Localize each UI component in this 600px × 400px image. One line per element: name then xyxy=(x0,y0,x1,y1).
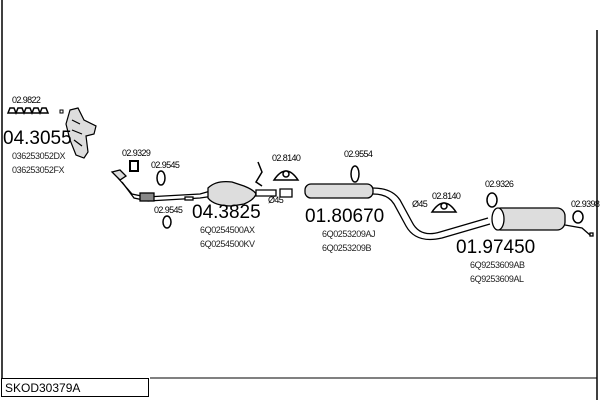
ref-rear-muffler-2: 6Q9253609AL xyxy=(470,274,524,284)
part-number-rubber-mount-5: 02.9398 xyxy=(571,199,600,209)
ref-catalyst-2: 6Q0254500KV xyxy=(200,239,255,249)
manifold-drawing xyxy=(65,107,97,159)
part-number-manifold: 04.3055 xyxy=(3,128,72,149)
ref-catalyst-1: 6Q0254500AX xyxy=(200,225,255,235)
part-number-rubber-mount-3: 02.9554 xyxy=(344,149,373,159)
rubber-mount-3-drawing xyxy=(350,165,360,183)
rubber-mount-4-drawing xyxy=(486,192,498,208)
clamp-diameter-1: Ø45 xyxy=(268,195,284,205)
part-number-gasket-manifold: 02.9822 xyxy=(12,95,41,105)
part-number-rubber-mount-2: 02.9545 xyxy=(154,205,183,215)
rubber-mount-1-drawing xyxy=(156,170,166,186)
part-number-middle-muffler: 01.80670 xyxy=(305,206,384,227)
part-number-clamp-2: 02.8140 xyxy=(432,191,461,201)
part-number-gasket-front: 02.9329 xyxy=(122,148,151,158)
part-number-rubber-mount-1: 02.9545 xyxy=(151,160,180,170)
diagram-code: SKOD30379A xyxy=(1,378,149,397)
rubber-mount-5-drawing xyxy=(572,210,584,224)
part-number-rubber-mount-4: 02.9326 xyxy=(485,179,514,189)
front-pipe-drawing xyxy=(110,161,293,207)
gasket-front-drawing xyxy=(129,160,139,172)
part-number-clamp-1: 02.8140 xyxy=(272,153,301,163)
ref-manifold-1: 036253052DX xyxy=(12,151,66,161)
ref-rear-muffler-1: 6Q9253609AB xyxy=(470,260,525,270)
part-number-rear-muffler: 01.97450 xyxy=(456,237,535,258)
rubber-mount-2-drawing xyxy=(162,215,172,229)
bolt-icon xyxy=(59,109,64,114)
middle-muffler-drawing xyxy=(304,183,491,241)
rear-muffler-drawing xyxy=(491,207,594,237)
ref-manifold-2: 036253052FX xyxy=(12,165,65,175)
gasket-manifold-drawing xyxy=(6,107,50,116)
part-number-catalyst: 04.3825 xyxy=(192,202,261,223)
clamp-diameter-2: Ø45 xyxy=(412,199,428,209)
ref-middle-muffler-2: 6Q0253209B xyxy=(322,243,371,253)
ref-middle-muffler-1: 6Q0253209AJ xyxy=(322,229,375,239)
